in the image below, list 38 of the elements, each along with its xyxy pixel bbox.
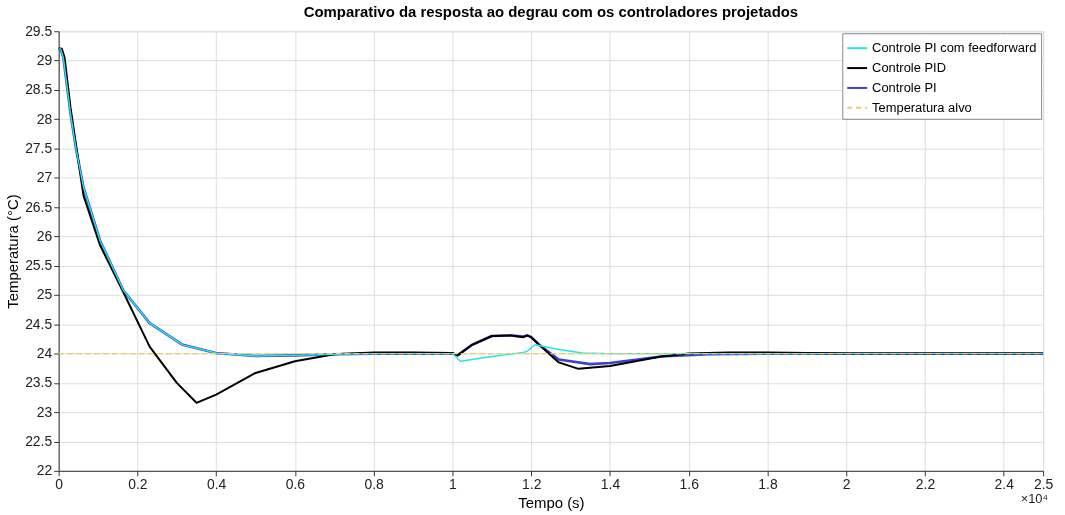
legend-label: Controle PI: [872, 79, 937, 95]
y-tick-label: 22.5: [25, 432, 53, 449]
chart-title: Comparativo da resposta ao degrau com os controladores projetados: [303, 4, 799, 21]
y-tick-label: 27.5: [25, 139, 53, 156]
x-tick-label: 2: [842, 476, 851, 493]
y-tick-label: 28: [36, 110, 53, 127]
y-tick-label: 26.5: [25, 198, 53, 215]
y-tick-label: 22: [36, 462, 53, 479]
x-tick-label: 1: [449, 476, 458, 493]
x-tick-label: 2.4: [994, 476, 1015, 493]
x-axis-title: Tempo (s): [518, 495, 585, 512]
y-tick-label: 23.5: [25, 374, 53, 391]
x-tick-label: 0.4: [207, 476, 227, 493]
x-tick-label: 0.6: [285, 476, 306, 493]
x-tick-label: 1.8: [758, 476, 778, 493]
y-tick-label: 29.5: [25, 22, 53, 39]
x-tick-label: 2.2: [915, 476, 936, 493]
y-tick-label: 27: [36, 169, 53, 186]
legend-label: Temperatura alvo: [872, 99, 972, 115]
x-tick-label: 2.5: [1033, 476, 1054, 493]
x-tick-label: 1.2: [522, 476, 542, 493]
x-tick-label: 0.2: [128, 476, 148, 493]
legend-label: Controle PID: [872, 60, 946, 76]
y-tick-label: 24.5: [25, 315, 53, 332]
y-tick-label: 25.5: [25, 257, 53, 274]
y-tick-label: 26: [36, 227, 53, 244]
y-tick-label: 24: [36, 345, 53, 362]
text: ×10⁴: [1020, 490, 1049, 506]
y-tick-label: 25: [36, 286, 53, 303]
y-tick-label: 23: [36, 403, 53, 420]
y-axis-title: Temperatura (°C): [5, 194, 22, 309]
x-tick-label: 1.4: [600, 476, 621, 493]
x-tick-label: 0.8: [364, 476, 385, 493]
legend-label: Controle PI com feedforward: [872, 40, 1037, 56]
y-tick-label: 29: [36, 52, 53, 69]
y-tick-label: 28.5: [25, 81, 53, 98]
x-tick-label: 1.6: [679, 476, 700, 493]
x-tick-label: 0: [55, 476, 64, 493]
